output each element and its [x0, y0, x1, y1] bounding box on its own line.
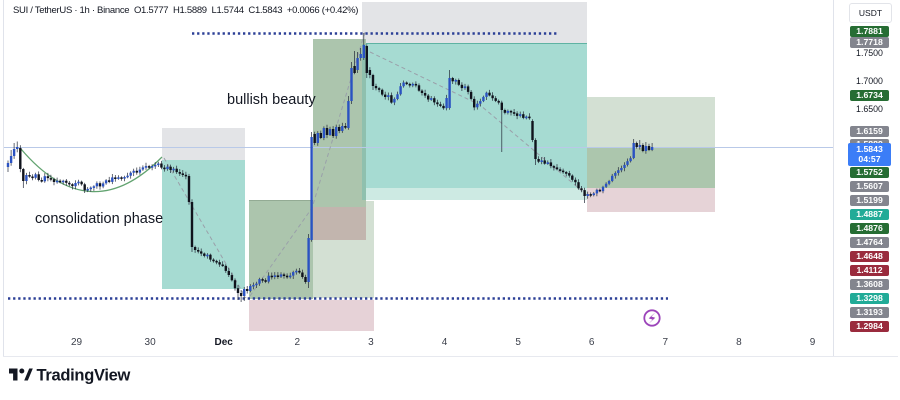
svg-text:TradingView: TradingView	[37, 367, 131, 385]
